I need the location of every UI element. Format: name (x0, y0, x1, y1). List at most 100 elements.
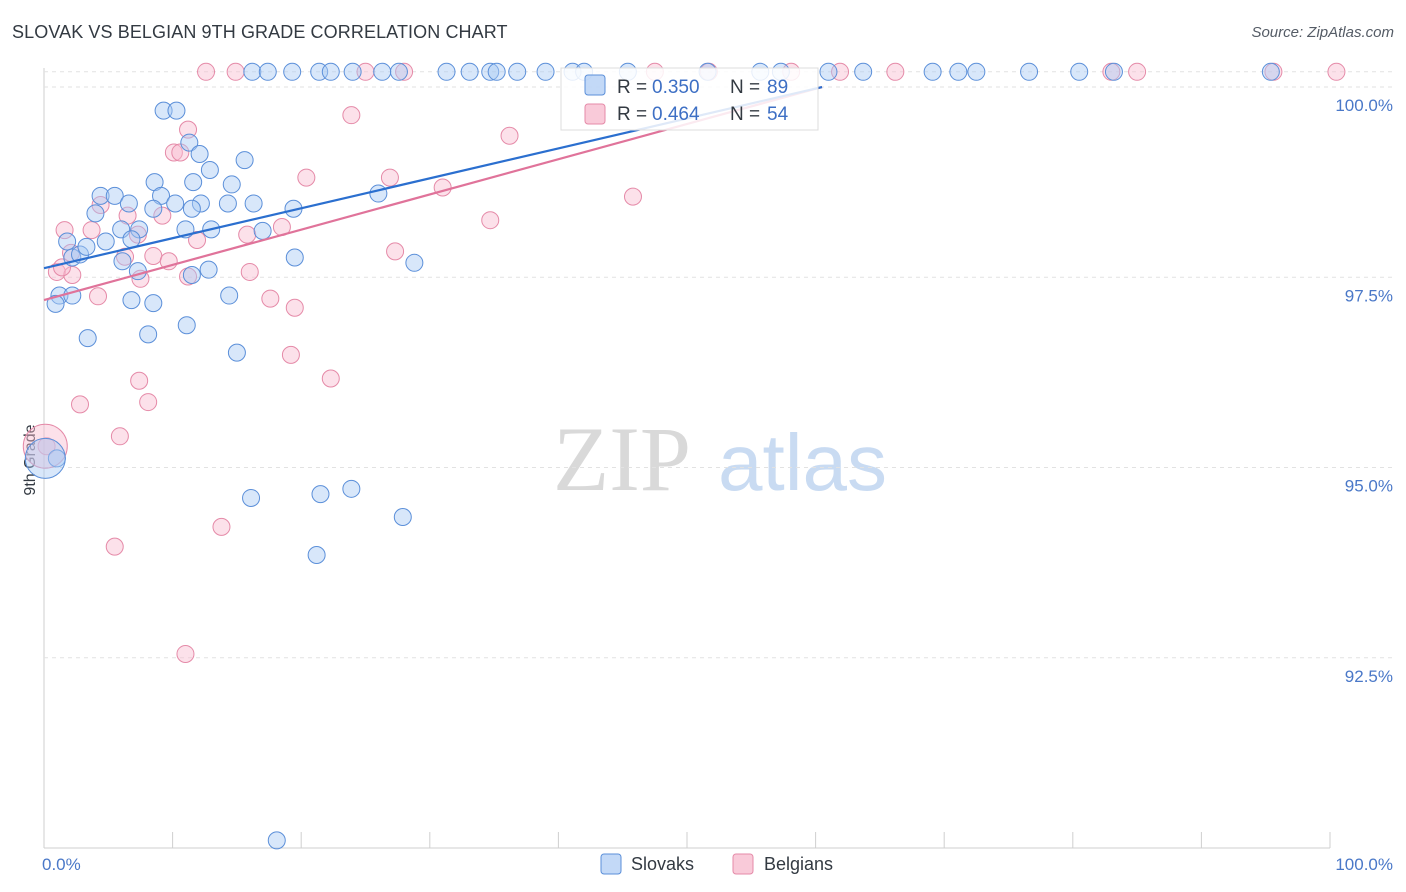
belgian-point (110, 427, 129, 446)
legend-slovak-n-label: N = (730, 77, 765, 98)
slovak-point (77, 237, 96, 256)
slovak-point (967, 62, 986, 81)
slovak-point (283, 62, 302, 81)
belgian-point (342, 106, 361, 125)
source-label: Source: ZipAtlas.com (1251, 24, 1394, 41)
slovak-point (1261, 62, 1280, 81)
belgian-point (37, 437, 56, 456)
slovak-point (144, 294, 163, 313)
slovak-point (154, 101, 173, 120)
slovak-point (58, 232, 77, 251)
belgian-point (179, 120, 198, 139)
y-tick-label: 95.0% (1345, 477, 1393, 496)
slovak-point (373, 62, 392, 81)
bottom-legend-slovak-label: Slovaks (631, 854, 694, 874)
slovak-point (177, 316, 196, 335)
watermark-atlas: atlas (718, 418, 887, 507)
slovak-point (113, 252, 132, 271)
slovak-point (200, 160, 219, 179)
belgian-point (297, 168, 316, 187)
y-axis-label: 9th Grade (22, 424, 39, 495)
belgian-point (380, 168, 399, 187)
legend-belgian-swatch (584, 103, 606, 125)
belgian-point (395, 62, 414, 81)
slovak-point (244, 194, 263, 213)
slovak-point (222, 175, 241, 194)
slovak-point (393, 507, 412, 526)
slovak-point-large (24, 437, 66, 479)
slovak-point (389, 62, 408, 81)
slovak-point (227, 343, 246, 362)
belgian-point (164, 143, 183, 162)
slovak-point (191, 194, 210, 213)
belgian-point (63, 265, 82, 284)
belgian-point (261, 289, 280, 308)
slovak-point (182, 265, 201, 284)
legend-belgian-n-label: N = (730, 104, 765, 125)
slovak-point (923, 62, 942, 81)
slovak-point (460, 62, 479, 81)
legend-slovak-swatch (584, 74, 606, 96)
slovak-point (243, 62, 262, 81)
slovak-point (86, 204, 105, 223)
legend-slovak-r-value: 0.350 (652, 77, 700, 98)
slovak-point (342, 479, 361, 498)
bottom-legend-belgian-swatch (732, 853, 754, 875)
x-tick-label-min: 0.0% (42, 855, 81, 874)
slovak-point (242, 488, 261, 507)
legend-belgian-r-label: R = (617, 104, 652, 125)
belgian-point (91, 195, 110, 214)
correlation-legend: R = 0.350 N = 89 R = 0.464 N = 54 (560, 67, 819, 131)
bottom-legend-slovak-swatch (600, 853, 622, 875)
belgian-point (130, 371, 149, 390)
slovak-points (24, 62, 1280, 850)
slovak-point (190, 144, 209, 163)
legend-belgian-r-value: 0.464 (652, 104, 700, 125)
slovak-point (267, 831, 286, 850)
slovak-point (1020, 62, 1039, 81)
slovak-point (949, 62, 968, 81)
belgian-point (386, 242, 405, 261)
slovak-point (253, 221, 272, 240)
belgian-points (22, 62, 1346, 663)
y-axis-tick-labels: 92.5% 95.0% 97.5% 100.0% (1335, 96, 1393, 686)
slovak-point (285, 248, 304, 267)
slovak-point (167, 101, 186, 120)
slovak-point (437, 62, 456, 81)
series-legend: Slovaks Belgians (600, 853, 833, 875)
slovak-point (235, 151, 254, 170)
slovak-point (91, 186, 110, 205)
slovak-point (180, 133, 199, 152)
belgian-point (55, 221, 74, 240)
slovak-point (182, 199, 201, 218)
slovak-point (166, 194, 185, 213)
belgian-point (105, 537, 124, 556)
x-tick-label-max: 100.0% (1335, 855, 1393, 874)
slovak-point (405, 253, 424, 272)
slovak-point (78, 329, 97, 348)
belgian-point (481, 211, 500, 230)
belgian-point (623, 187, 642, 206)
slovak-point (307, 546, 326, 565)
belgian-point (171, 143, 190, 162)
x-axis-ticks (43, 832, 1331, 848)
slovak-point (199, 260, 218, 279)
slovak-point (144, 199, 163, 218)
belgian-point (212, 517, 231, 536)
slovak-point (487, 62, 506, 81)
slovak-point (481, 62, 500, 81)
slovak-point (321, 62, 340, 81)
legend-slovak-r-label: R = (617, 77, 652, 98)
slovak-point (369, 184, 388, 203)
y-tick-label: 92.5% (1345, 667, 1393, 686)
slovak-point (508, 62, 527, 81)
slovak-point (139, 325, 158, 344)
slovak-point (122, 230, 141, 249)
slovak-point (119, 194, 138, 213)
chart-title: SLOVAK VS BELGIAN 9TH GRADE CORRELATION … (12, 22, 508, 42)
y-tick-label: 97.5% (1345, 286, 1393, 305)
belgian-point (321, 369, 340, 388)
belgian-point (197, 62, 216, 81)
belgian-point (1327, 62, 1346, 81)
